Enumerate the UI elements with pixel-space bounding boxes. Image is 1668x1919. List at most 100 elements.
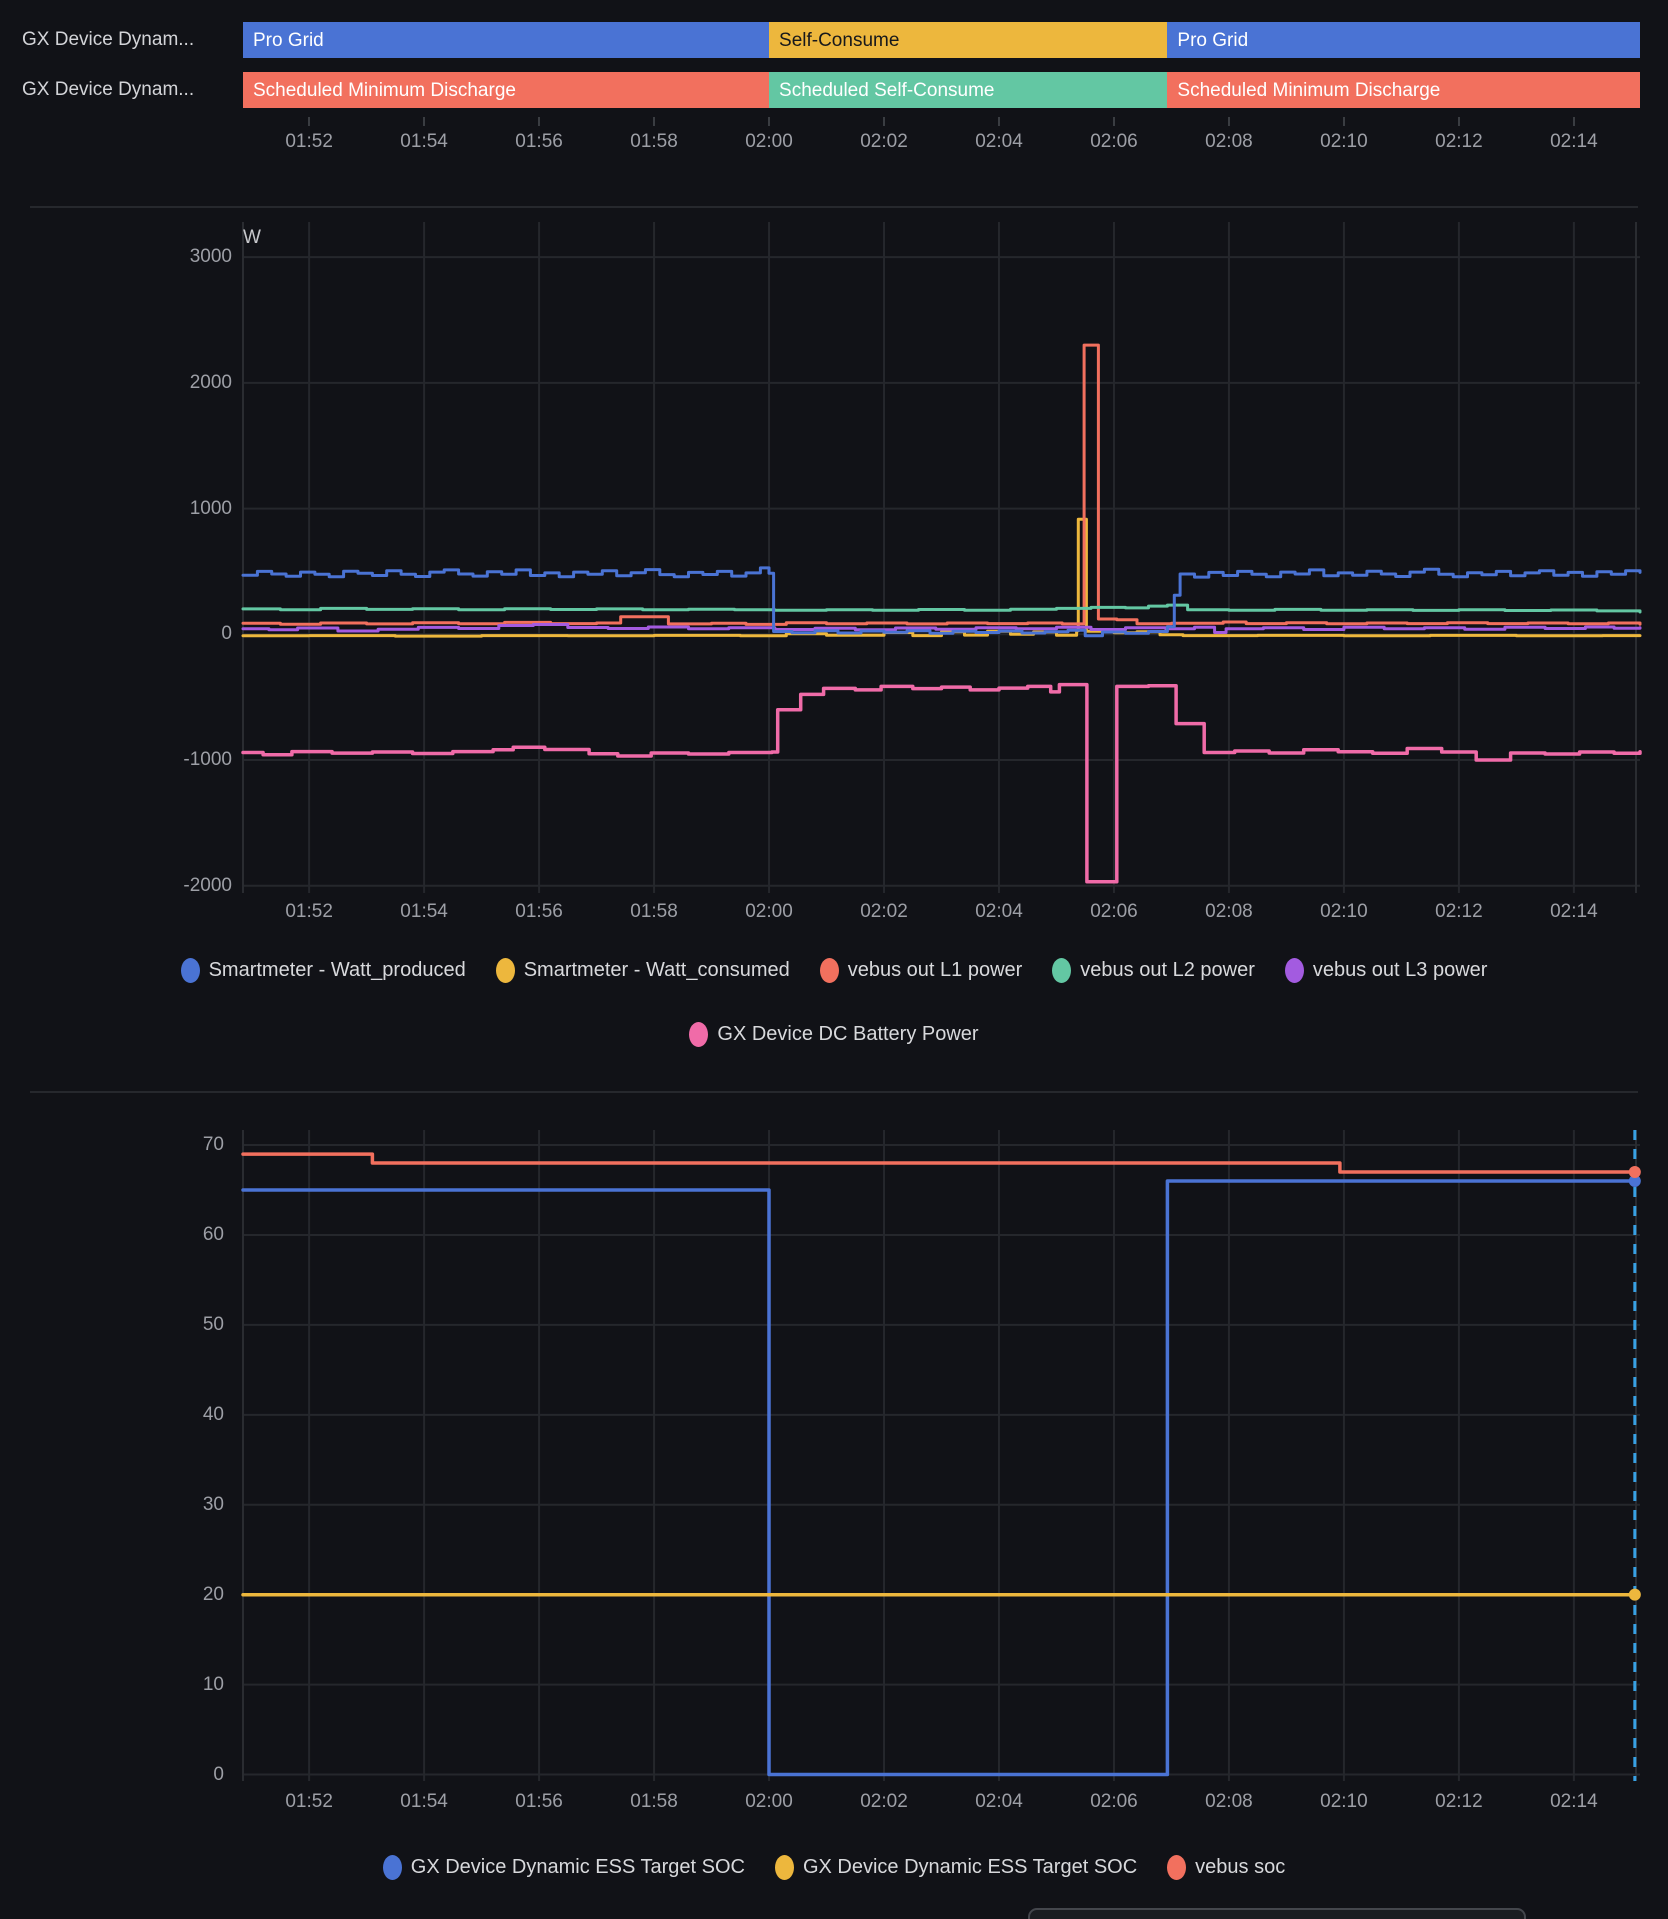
panel-divider-top [30,206,1638,208]
series-end-marker [1628,1166,1641,1179]
legend-series-dot [1052,958,1072,983]
timeline-axis-label: 02:08 [1205,131,1253,152]
soc-y-tick-label: 0 [213,1763,224,1785]
soc-y-tick-label: 40 [202,1403,224,1425]
legend-series-dot [689,1022,709,1047]
legend-series-label: GX Device DC Battery Power [717,1023,979,1045]
timeline-axis-label: 02:12 [1435,131,1483,152]
timeline-axis-tick [1342,117,1345,126]
power-chart-plot-area[interactable] [243,222,1640,893]
state-segment[interactable]: Self-Consume [769,22,1168,58]
power-x-tick-label: 01:54 [400,901,448,922]
legend-item[interactable]: vebus out L1 power [819,958,1023,983]
soc-x-tick-label: 02:08 [1205,1791,1253,1812]
legend-item[interactable]: vebus soc [1167,1855,1285,1880]
vebus-out-l2-power-series-line [241,603,1642,614]
timeline-axis-tick [538,117,541,126]
soc-x-tick-label: 01:52 [285,1791,333,1812]
soc-x-tick-label: 02:14 [1550,1791,1598,1812]
timeline-axis-label: 02:00 [745,131,793,152]
power-y-tick-label: -1000 [183,749,232,771]
soc-x-tick-label: 02:00 [745,1791,793,1812]
power-chart-legend-row-2: GX Device DC Battery Power [0,1022,1668,1047]
legend-series-label: GX Device Dynamic ESS Target SOC [802,1856,1138,1878]
legend-item[interactable]: Smartmeter - Watt_produced [180,958,466,983]
state-segment[interactable]: Scheduled Minimum Discharge [1167,72,1640,108]
soc-x-tick-label: 02:10 [1320,1791,1368,1812]
legend-series-dot [1167,1855,1187,1880]
soc-chart-plot-area[interactable] [243,1130,1640,1781]
state-segment[interactable]: Scheduled Minimum Discharge [243,72,770,108]
timeline-axis-label: 01:54 [400,131,448,152]
vebus-out-l1-power-series-line [241,343,1642,626]
soc-x-tick-label: 01:58 [630,1791,678,1812]
power-y-tick-label: 0 [221,623,232,645]
legend-series-label: vebus out L2 power [1080,959,1255,981]
soc-y-tick-label: 10 [202,1673,224,1695]
legend-item[interactable]: vebus out L2 power [1052,958,1255,983]
vebus-out-l3-power-series-line [241,623,1642,634]
soc-chart-legend: GX Device Dynamic ESS Target SOC GX Devic… [0,1855,1668,1880]
power-x-tick-label: 02:00 [745,901,793,922]
state-segment[interactable]: Pro Grid [1167,22,1640,58]
timeline-row-label-2: GX Device Dynam... [22,79,195,100]
state-segment[interactable]: Pro Grid [243,22,770,58]
soc-x-tick-label: 02:02 [860,1791,908,1812]
power-x-tick-label: 02:06 [1090,901,1138,922]
soc-y-tick-label: 70 [202,1134,224,1156]
legend-series-label: vebus soc [1195,1856,1286,1878]
legend-item[interactable]: GX Device Dynamic ESS Target SOC [774,1855,1138,1880]
soc-x-tick-label: 02:06 [1090,1791,1138,1812]
legend-series-dot [1284,958,1304,983]
power-x-tick-label: 02:04 [975,901,1023,922]
timeline-axis-label: 01:52 [285,131,333,152]
y-axis-unit-label: W [243,227,261,248]
timeline-axis-label: 02:06 [1090,131,1138,152]
power-x-tick-label: 01:56 [515,901,563,922]
soc-x-tick-label: 02:04 [975,1791,1023,1812]
vebus-soc-series-line [241,1152,1637,1174]
power-x-tick-label: 02:02 [860,901,908,922]
soc-x-tick-label: 02:12 [1435,1791,1483,1812]
legend-series-dot [774,1855,794,1880]
gx-device-dc-battery-power-series-line [241,682,1642,884]
timeline-axis-label: 02:04 [975,131,1023,152]
timeline-axis-tick [997,117,1000,126]
soc-y-tick-label: 50 [202,1313,224,1335]
legend-item[interactable]: GX Device DC Battery Power [689,1022,979,1047]
power-y-tick-label: 2000 [189,371,232,393]
legend-item[interactable]: vebus out L3 power [1284,958,1487,983]
power-y-tick-label: 1000 [189,497,232,519]
power-x-tick-label: 02:12 [1435,901,1483,922]
timeline-axis-tick [768,117,771,126]
timeline-axis-label: 01:56 [515,131,563,152]
timeline-axis-label: 02:02 [860,131,908,152]
power-y-tick-label: 3000 [189,246,232,268]
legend-series-dot [495,958,515,983]
series-end-marker [1628,1175,1641,1188]
timeline-axis-tick [883,117,885,126]
power-x-tick-label: 02:14 [1550,901,1598,922]
legend-series-dot [180,958,200,983]
power-x-tick-label: 01:58 [630,901,678,922]
power-y-tick-label: -2000 [183,874,232,896]
legend-series-label: GX Device Dynamic ESS Target SOC [410,1856,745,1878]
timeline-axis-tick [423,117,426,126]
legend-series-dot [819,958,839,983]
power-chart-legend-row-1: Smartmeter - Watt_produced Smartmeter - W… [0,958,1668,983]
timeline-axis-label: 01:58 [630,131,678,152]
smartmeter-watt-produced-series-line [241,566,1642,638]
panel-divider-middle [30,1091,1638,1093]
soc-y-tick-label: 60 [202,1223,224,1245]
timeline-axis-tick [1457,117,1460,126]
power-x-tick-label: 02:10 [1320,901,1368,922]
timeline-axis-tick [1112,117,1115,126]
timeline-axis-tick [653,117,656,126]
legend-series-label: vebus out L1 power [847,959,1023,981]
legend-series-label: Smartmeter - Watt_consumed [523,959,790,981]
state-segment[interactable]: Scheduled Self-Consume [769,72,1168,108]
timeline-axis-tick [1572,117,1575,126]
legend-item[interactable]: GX Device Dynamic ESS Target SOC [382,1855,745,1880]
timeline-axis-label: 02:10 [1320,131,1368,152]
legend-item[interactable]: Smartmeter - Watt_consumed [495,958,790,983]
